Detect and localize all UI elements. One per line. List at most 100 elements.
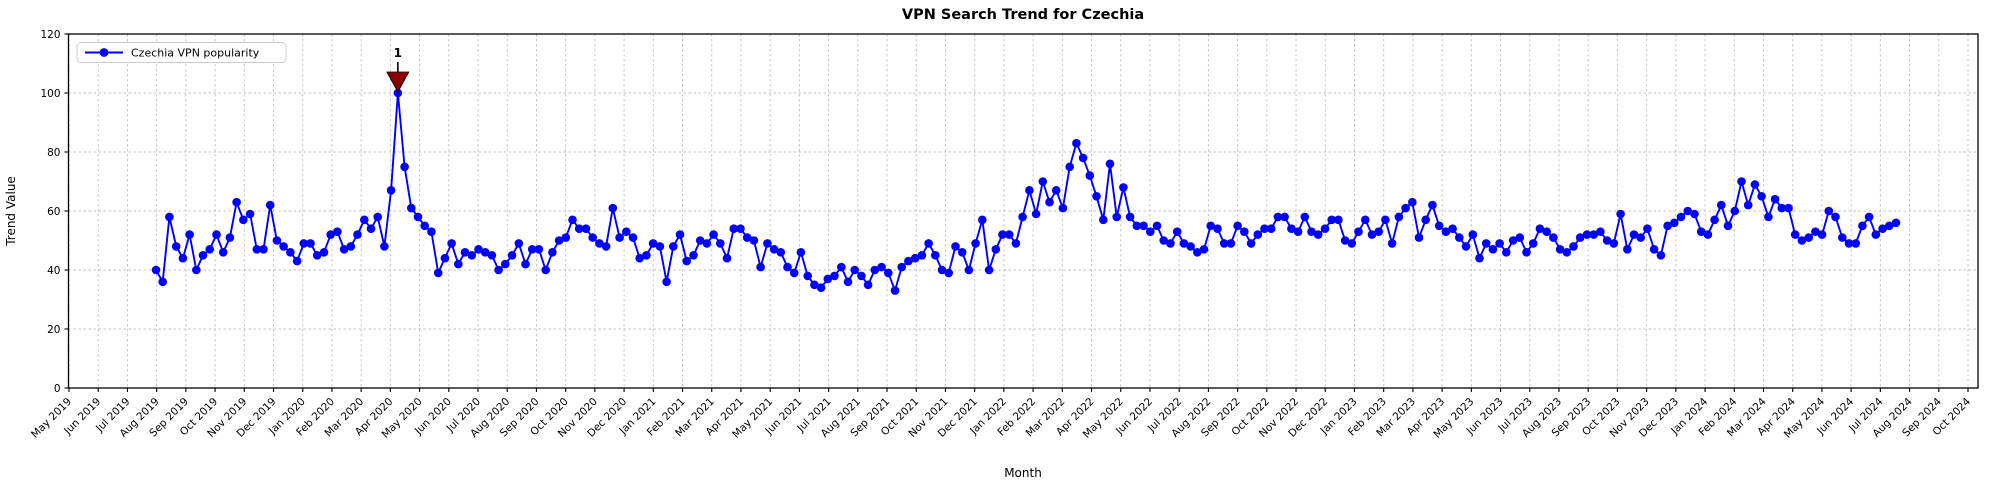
data-point — [1616, 209, 1625, 219]
data-point — [1266, 224, 1276, 233]
data-point — [239, 215, 248, 225]
data-point — [1602, 236, 1612, 245]
data-point — [198, 251, 208, 260]
data-point — [1589, 230, 1598, 239]
data-point — [1361, 215, 1370, 225]
data-point — [702, 239, 712, 248]
data-point — [494, 265, 503, 275]
data-point — [1179, 239, 1189, 248]
data-point — [1636, 233, 1645, 242]
data-point — [1488, 245, 1498, 254]
data-point — [366, 224, 376, 233]
data-point — [1871, 230, 1881, 239]
data-point — [709, 230, 718, 239]
data-point — [1770, 194, 1780, 204]
data-point — [816, 283, 826, 293]
data-point — [823, 274, 833, 284]
data-point — [561, 233, 571, 242]
data-point — [830, 271, 839, 281]
data-point — [460, 248, 470, 257]
data-point — [1542, 227, 1551, 236]
data-point — [978, 215, 987, 225]
data-point — [669, 242, 678, 251]
data-point — [1408, 197, 1417, 207]
data-point — [1562, 248, 1572, 257]
data-point — [937, 265, 947, 275]
data-point — [151, 265, 161, 275]
data-point — [689, 251, 698, 260]
data-point — [951, 242, 960, 251]
data-point — [642, 251, 651, 260]
data-point — [1119, 183, 1128, 192]
data-point — [931, 251, 940, 260]
data-point — [1125, 212, 1135, 222]
data-point — [1287, 224, 1296, 233]
data-point — [1804, 233, 1813, 242]
y-axis-label: Trend Value — [4, 176, 18, 247]
data-point — [1690, 209, 1699, 219]
data-point — [1596, 227, 1605, 236]
data-point — [1455, 233, 1464, 242]
data-point — [205, 245, 214, 254]
data-point — [964, 265, 974, 275]
data-point — [1790, 230, 1800, 239]
data-point — [1374, 227, 1383, 236]
data-point — [837, 262, 846, 272]
data-point — [1206, 221, 1215, 231]
data-point — [225, 233, 235, 242]
data-point — [756, 262, 765, 272]
data-point — [1683, 206, 1692, 216]
data-point — [1495, 239, 1504, 248]
data-point — [1522, 248, 1531, 257]
data-point — [1004, 230, 1014, 239]
data-point — [1764, 212, 1773, 222]
legend-label: Czechia VPN popularity — [131, 47, 260, 60]
data-point — [884, 268, 893, 278]
data-point — [1132, 221, 1142, 231]
data-point — [501, 259, 510, 269]
data-point — [474, 245, 483, 254]
data-point — [252, 245, 262, 254]
data-point — [286, 248, 295, 257]
chart-title: VPN Search Trend for Czechia — [902, 7, 1144, 23]
data-point — [1105, 159, 1115, 169]
data-point — [1078, 153, 1088, 163]
data-point — [440, 253, 450, 263]
data-point — [527, 245, 537, 254]
data-point — [1461, 242, 1471, 251]
data-point — [1609, 239, 1619, 248]
data-point — [259, 245, 268, 254]
legend-box — [76, 42, 287, 63]
data-point — [1226, 239, 1236, 248]
y-tick-label: 40 — [47, 265, 60, 277]
data-point — [1092, 192, 1101, 201]
axis-ticks — [64, 33, 1969, 392]
y-tick-label: 60 — [47, 206, 60, 218]
data-point — [299, 239, 309, 248]
data-point — [1569, 242, 1578, 251]
data-point — [272, 236, 282, 245]
data-point — [1293, 227, 1303, 236]
x-axis-label: Month — [1004, 466, 1042, 480]
data-point — [1172, 227, 1182, 236]
data-point — [212, 230, 221, 239]
data-point — [803, 271, 812, 281]
data-point — [1878, 224, 1887, 233]
data-point — [601, 242, 611, 251]
data-point — [682, 256, 691, 266]
data-point — [333, 227, 342, 236]
data-point — [736, 224, 745, 233]
data-point — [581, 224, 591, 233]
data-point — [279, 242, 288, 251]
data-point — [1099, 215, 1108, 225]
data-point — [319, 248, 329, 257]
data-point — [1240, 227, 1249, 236]
data-point — [1441, 227, 1451, 236]
data-point — [749, 236, 759, 245]
data-point — [608, 203, 618, 213]
data-point — [306, 239, 315, 248]
data-point — [1811, 227, 1820, 236]
data-point — [1213, 224, 1222, 233]
data-point — [1072, 138, 1081, 148]
